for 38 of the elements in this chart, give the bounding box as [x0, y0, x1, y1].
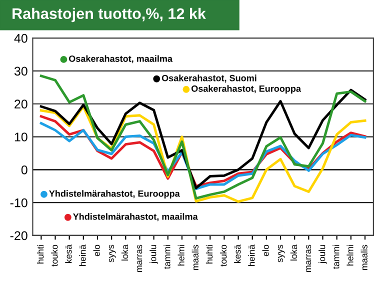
x-tick-label: heinä [79, 244, 86, 266]
x-tick-label: kesä [65, 244, 72, 263]
chart-title: Rahastojen tuotto,%, 12 kk [12, 8, 206, 22]
legend-label: Yhdistelmärahastot, Eurooppa [49, 190, 180, 199]
x-tick-label: syys [278, 244, 285, 262]
x-tick-label: maalis [360, 244, 368, 270]
x-tick-label: heinä [248, 244, 255, 266]
y-tick-label: 30 [14, 66, 28, 76]
legend-label: Osakerahastot, maailma [69, 55, 173, 64]
legend-label: Osakerahastot, Eurooppa [191, 85, 302, 94]
x-tick-label: marras [306, 244, 312, 272]
x-tick-label: touko [51, 244, 58, 266]
x-tick-label: joulu [318, 245, 327, 264]
line-series [40, 74, 366, 200]
y-tick-label: 10 [14, 132, 28, 142]
x-tick-label: marras [137, 244, 142, 272]
x-tick-label: elo [262, 244, 269, 256]
x-tick-label: touko [220, 244, 227, 266]
legend-label: Yhdistelmärahastot, maailma [73, 213, 198, 222]
x-tick-label: huhti [206, 245, 213, 264]
x-tick-label: joulu [150, 245, 158, 264]
y-tick-label: 20 [14, 100, 28, 109]
y-tick-label: -20 [10, 231, 28, 240]
x-tick-label: loka [121, 244, 128, 260]
x-tick-label: tammi [332, 245, 340, 269]
y-tick-label: 40 [14, 34, 28, 43]
x-tick-label: tammi [164, 245, 170, 269]
x-tick-label: maalis [192, 244, 198, 270]
x-tick-label: elo [93, 244, 100, 256]
legend-label: Osakerahastot, Suomi [162, 74, 256, 83]
x-tick-label: helmi [346, 245, 354, 266]
x-tick-label: helmi [178, 245, 184, 266]
x-tick-label: loka [290, 244, 298, 260]
x-tick-label: kesä [234, 244, 241, 263]
x-tick-label: syys [109, 244, 116, 262]
y-tick-label: -10 [10, 198, 28, 208]
x-tick-label: huhti [36, 245, 44, 264]
y-tick-label: 0 [21, 165, 28, 174]
